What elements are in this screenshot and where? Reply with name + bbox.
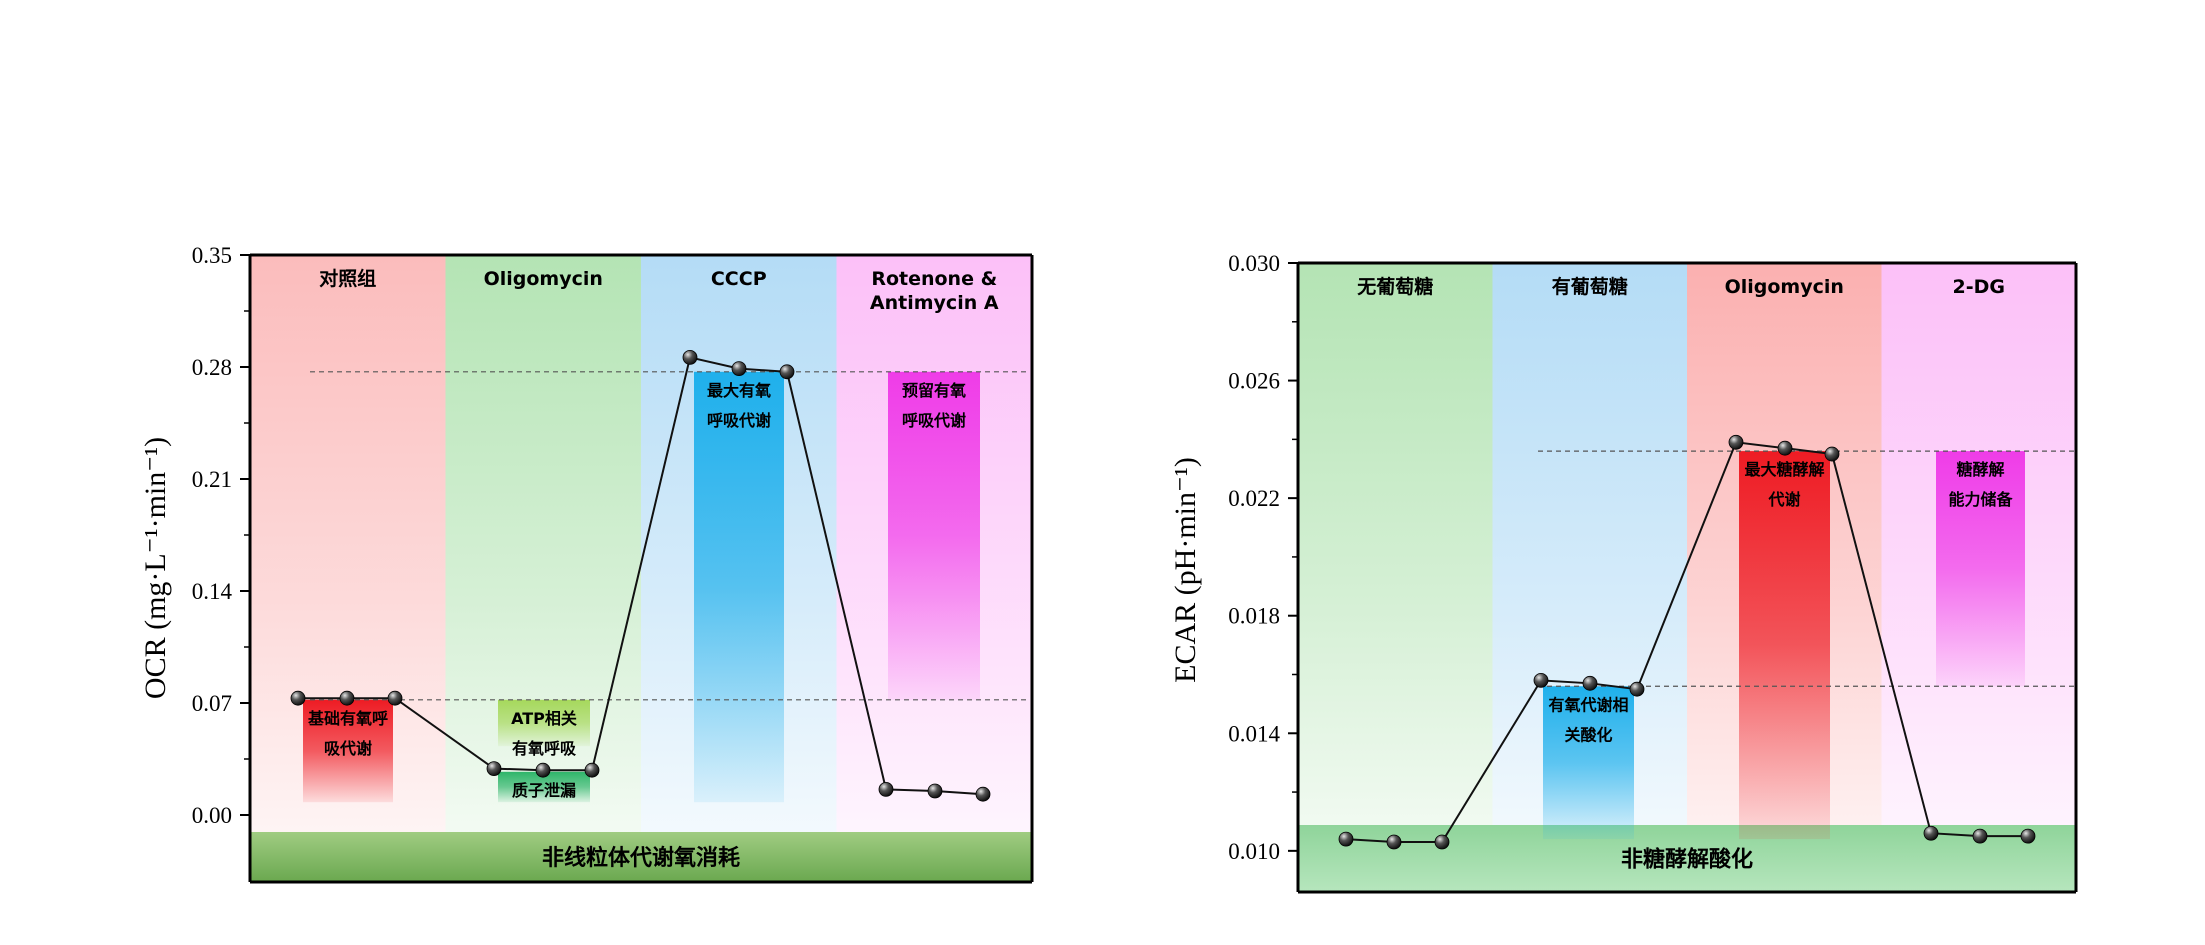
data-point — [682, 349, 698, 365]
ocr-chart: 对照组 Oligomycin CCCP Rotenone &Antimycin A 非线… — [139, 243, 1034, 884]
data-point — [1824, 446, 1840, 462]
data-point — [779, 364, 795, 380]
data-point — [1629, 681, 1645, 697]
data-point — [535, 762, 551, 778]
annotation-label: 呼吸代谢 — [902, 411, 966, 430]
data-point — [1434, 834, 1450, 850]
annotation-bar — [1739, 451, 1830, 840]
y-tick-label: 0.28 — [192, 355, 232, 380]
annotation-bar — [498, 699, 590, 747]
data-point — [1338, 831, 1354, 847]
data-point — [339, 690, 355, 706]
baseline-band — [1298, 825, 2076, 892]
annotation-label: 有氧代谢相 — [1548, 695, 1628, 714]
annotation-label: 最大糖酵解 — [1744, 460, 1824, 479]
data-point — [486, 761, 502, 776]
baseline-band — [250, 832, 1032, 882]
phase-label: Oligomycin — [1725, 276, 1844, 298]
annotation-label: 有氧呼吸 — [512, 739, 577, 758]
series-line — [1345, 441, 2028, 844]
phase-label: 对照组 — [319, 267, 376, 290]
phase-band — [1298, 263, 1493, 892]
phase-label: 有葡萄糖 — [1552, 275, 1628, 298]
annotation-label: 呼吸代谢 — [707, 411, 771, 430]
y-tick-label: 0.014 — [1228, 721, 1280, 746]
y-tick-label: 0.21 — [192, 467, 232, 492]
annotation-label: 能力储备 — [1948, 490, 2013, 509]
y-tick-label: 0.07 — [192, 691, 232, 716]
series-line — [298, 356, 984, 796]
data-point — [2020, 828, 2036, 844]
y-tick-label: 0.030 — [1228, 251, 1280, 276]
y-tick-label: 0.14 — [192, 579, 233, 604]
data-point — [1582, 675, 1598, 691]
baseline-label: 非糖酵解酸化 — [1621, 847, 1753, 873]
annotation-bar — [888, 371, 980, 700]
data-point — [1728, 434, 1744, 450]
data-point — [731, 361, 747, 377]
annotation-label: 质子泄漏 — [512, 781, 576, 800]
y-tick-label: 0.026 — [1228, 369, 1280, 394]
phase-label: Rotenone & — [871, 268, 997, 290]
data-point — [1386, 834, 1402, 850]
phase-label: Oligomycin — [484, 268, 603, 290]
annotation-label: 关酸化 — [1564, 725, 1612, 744]
annotation-label: 预留有氧 — [902, 381, 966, 400]
phase-label: 2-DG — [1953, 276, 2005, 298]
data-point — [1923, 825, 1939, 841]
y-tick-label: 0.00 — [192, 803, 232, 828]
data-point — [927, 783, 943, 799]
phase-label: Antimycin A — [870, 292, 999, 314]
annotation-bar — [694, 371, 784, 803]
y-axis-label: OCR (mg·L⁻¹·min⁻¹) — [139, 437, 172, 699]
data-point — [1533, 672, 1549, 688]
annotation-label: 基础有氧呼 — [307, 709, 388, 728]
y-tick-label: 0.022 — [1228, 486, 1280, 511]
annotation-label: 糖酵解 — [1956, 460, 2004, 479]
annotation-label: 吸代谢 — [324, 739, 372, 758]
annotation-label: ATP相关 — [511, 709, 577, 728]
phase-label: 无葡萄糖 — [1357, 275, 1433, 298]
phase-label: CCCP — [711, 268, 767, 290]
data-point — [290, 690, 306, 706]
data-point — [584, 762, 600, 778]
y-tick-label: 0.35 — [192, 243, 232, 268]
annotation-bar — [303, 699, 393, 803]
data-point — [878, 782, 894, 797]
data-point — [387, 690, 403, 706]
data-point — [1777, 440, 1793, 456]
annotation-label: 最大有氧 — [707, 381, 771, 400]
annotation-bar — [1543, 686, 1634, 840]
data-point — [1972, 828, 1988, 844]
annotation-bar — [1936, 451, 2025, 687]
annotation-label: 代谢 — [1767, 490, 1800, 509]
data-point — [975, 786, 991, 802]
y-axis-label: ECAR (pH·min⁻¹) — [1169, 457, 1202, 683]
y-tick-label: 0.018 — [1228, 604, 1280, 629]
y-tick-label: 0.010 — [1228, 839, 1280, 864]
baseline-label: 非线粒体代谢氧消耗 — [542, 845, 740, 871]
